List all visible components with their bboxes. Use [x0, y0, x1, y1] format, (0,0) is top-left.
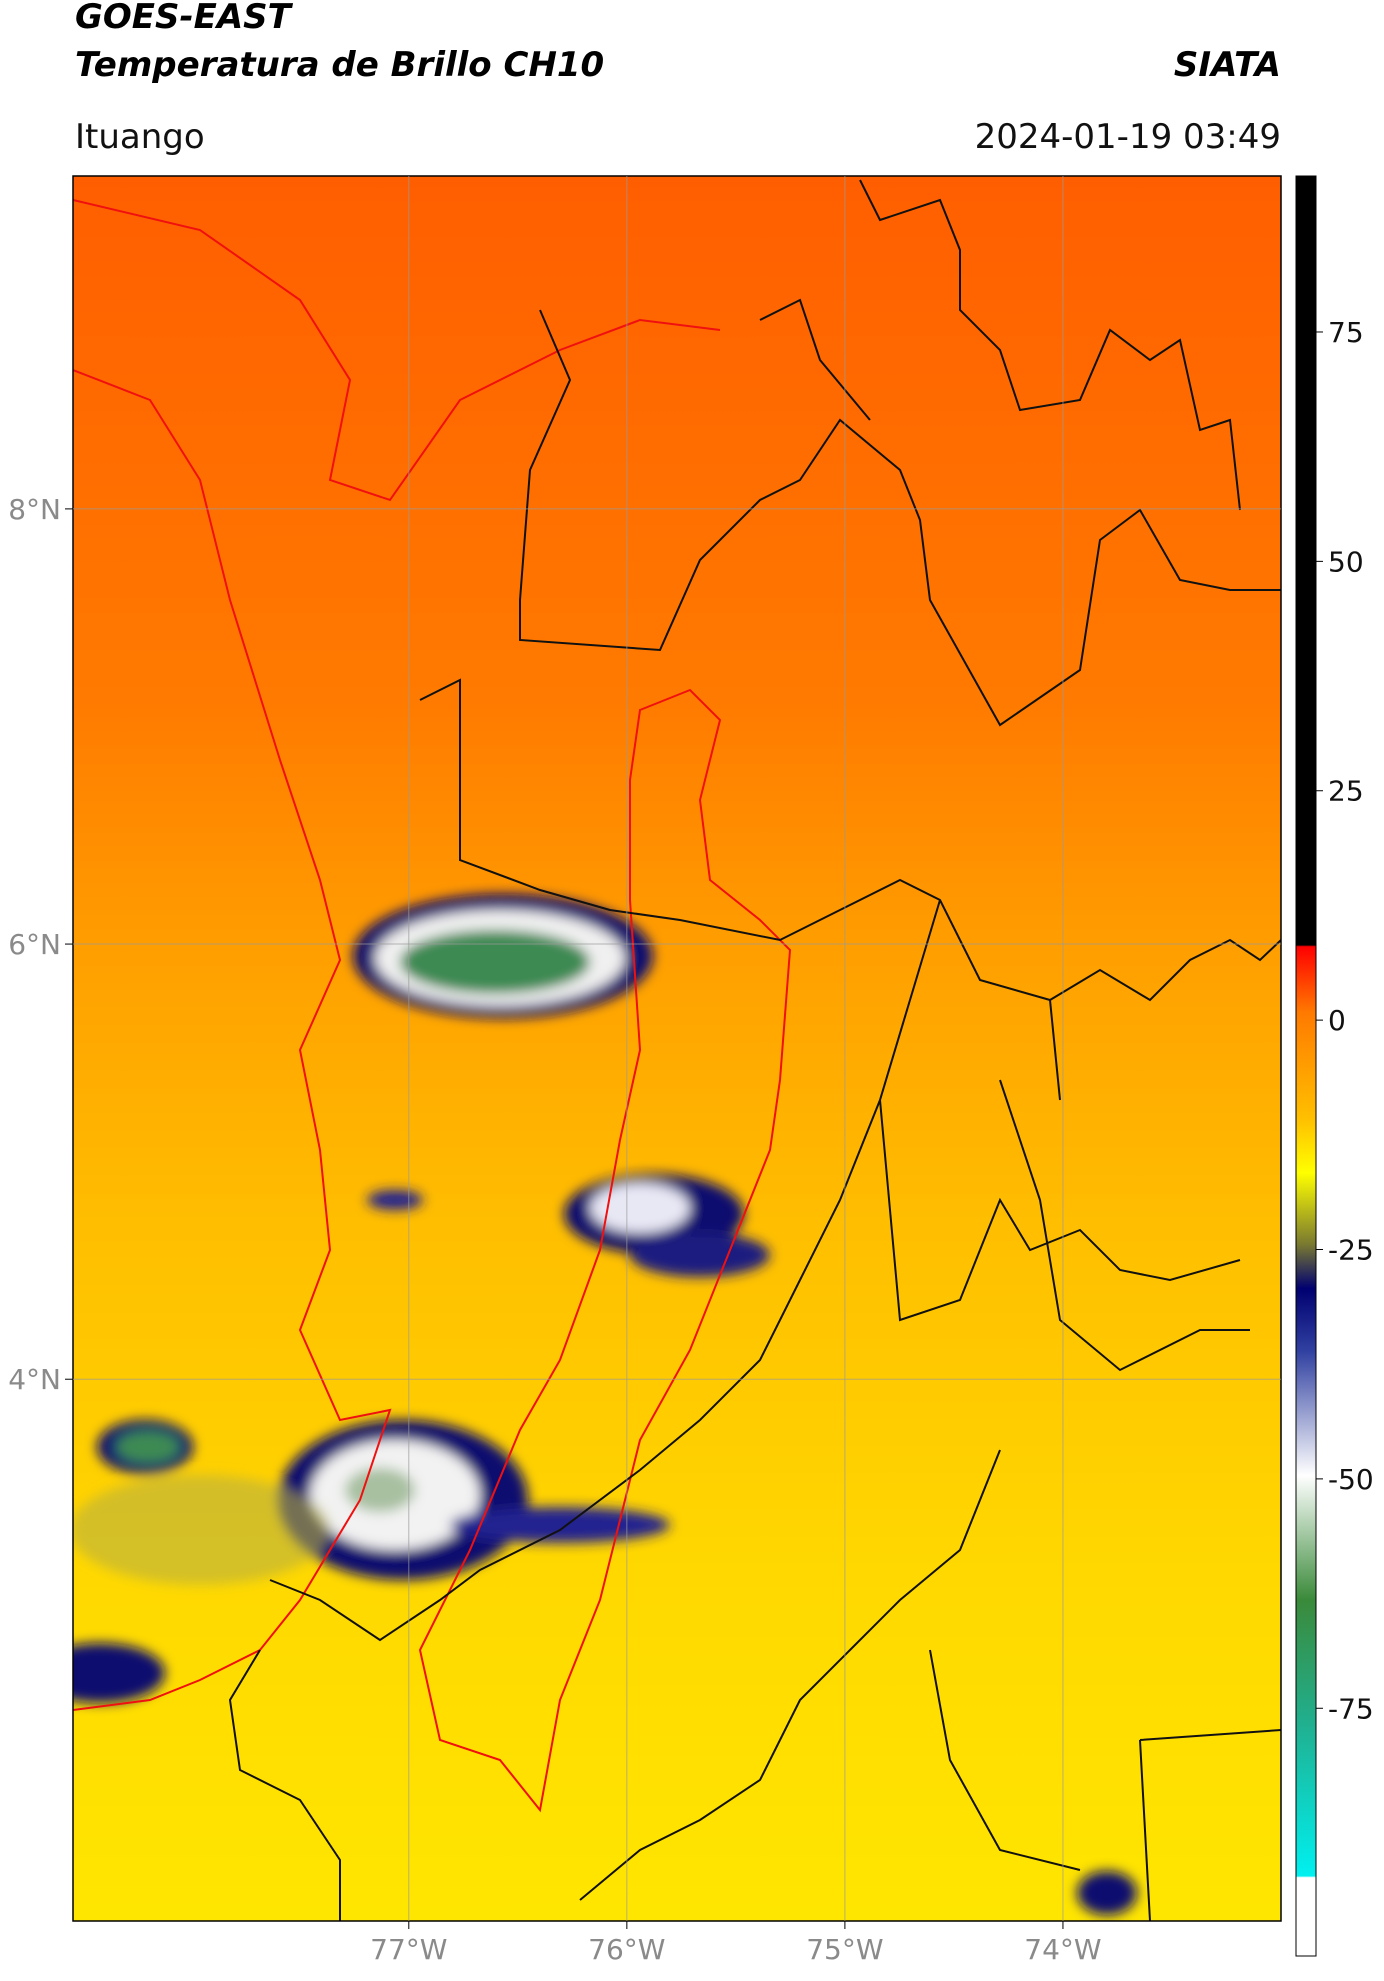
borders [228, 179, 1281, 1921]
y-tick-label: 4°N [8, 1363, 61, 1396]
x-tick-label: 76°W [588, 1933, 665, 1966]
location: Ituango [75, 117, 205, 157]
x-tick-label: 75°W [806, 1933, 883, 1966]
colorbar-tick-label: -75 [1328, 1692, 1374, 1725]
x-tick-label: 77°W [370, 1933, 447, 1966]
basin-outline [418, 688, 792, 1813]
colorbar-tick-label: 75 [1328, 316, 1364, 349]
title: GOES-EAST [75, 0, 294, 37]
datetime: 2024-01-19 03:49 [975, 117, 1281, 157]
y-tick-label: 8°N [8, 493, 61, 526]
y-tick-label: 6°N [8, 928, 61, 961]
colorbar-tick-label: 50 [1328, 545, 1364, 578]
clouds [73, 894, 1137, 1915]
colorbar-tick-label: 0 [1328, 1004, 1346, 1037]
colorbar-tick-label: 25 [1328, 775, 1364, 808]
map-frame [72, 175, 1282, 1922]
map [73, 176, 1281, 1921]
colorbar [1295, 175, 1317, 1957]
source: SIATA [1174, 45, 1281, 85]
colorbar-tick-label: -50 [1328, 1463, 1374, 1496]
map-background [73, 176, 1281, 1921]
subtitle: Temperatura de Brillo CH10 [75, 45, 604, 85]
x-tick-label: 74°W [1024, 1933, 1101, 1966]
colorbar-tick-label: -25 [1328, 1234, 1374, 1267]
